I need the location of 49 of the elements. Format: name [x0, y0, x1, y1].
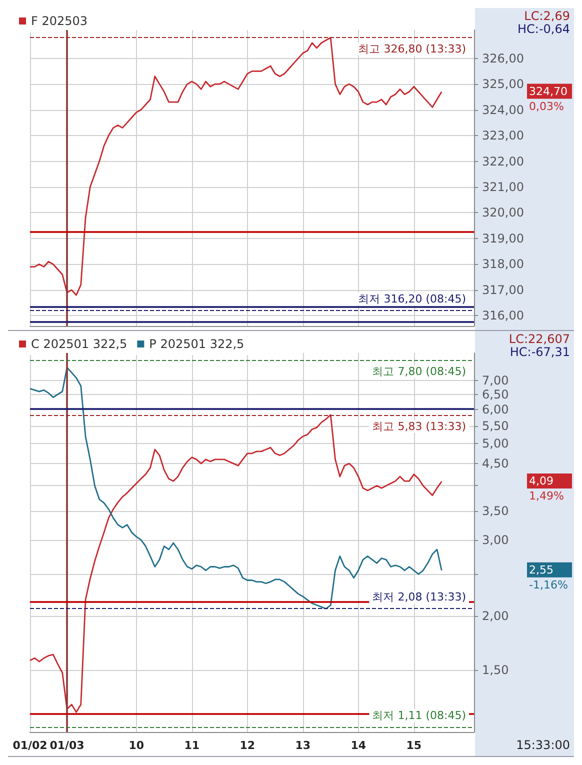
y-tick-label: 5,50 [482, 418, 509, 433]
x-tick-label: 12 [240, 739, 256, 752]
y-tick-label: 324,00 [482, 102, 524, 117]
y-tick-label: 6,50 [482, 387, 509, 402]
ref-line-label: 최고 5,83 (13:33) [372, 420, 466, 433]
y-tick-label: 318,00 [482, 257, 524, 272]
y-tick-label: 326,00 [482, 51, 524, 66]
x-tick-label: 01/03 [50, 739, 84, 752]
text: 324,70 [529, 84, 568, 98]
text: HC:-67,31 [510, 345, 570, 359]
y-tick-label: 319,00 [482, 231, 524, 246]
x-tick-label: 15 [406, 739, 422, 752]
legend-label: P 202501 322,5 [149, 337, 244, 351]
y-tick-label: 1,50 [482, 663, 509, 678]
text: 0,03% [529, 100, 564, 113]
y-tick-label: 3,50 [482, 504, 509, 518]
y-tick-label: 321,00 [482, 180, 524, 194]
x-tick-label: 10 [128, 739, 144, 752]
ref-line-label: 최고 326,80 (13:33) [358, 42, 466, 56]
text: 2,55 [529, 563, 554, 576]
text: LC:2,69 [524, 9, 570, 23]
legend-label: F 202503 [31, 14, 88, 28]
y-tick-label: 322,00 [482, 154, 524, 168]
ref-line-label: 최저 2,08 (13:33) [372, 590, 466, 604]
y-tick-label: 325,00 [482, 77, 524, 92]
y-tick-label: 320,00 [482, 206, 524, 220]
y-tick-label: 5,00 [482, 436, 509, 451]
x-tick-label: 13 [295, 739, 311, 752]
x-tick-label: 14 [350, 739, 366, 752]
ref-line-label: 최고 7,80 (08:45) [372, 365, 466, 378]
text: 15:33:00 [516, 738, 570, 752]
y-tick-label: 317,00 [482, 282, 524, 297]
text: 1,49% [529, 490, 564, 503]
x-tick-label: 11 [184, 739, 200, 752]
text: HC:-0,64 [518, 22, 570, 36]
y-tick-label: 323,00 [482, 128, 524, 143]
y-tick-label: 4,50 [482, 456, 509, 471]
y-tick-label: 3,00 [482, 532, 509, 547]
y-tick-label: 316,00 [482, 308, 524, 323]
y-tick-label: 2,00 [482, 609, 509, 624]
y-tick-label: 6,00 [482, 402, 509, 416]
text: 4,09 [529, 474, 554, 488]
text: LC:22,607 [508, 332, 570, 346]
x-tick-label: 01/02 [12, 739, 48, 752]
ref-line-label: 최저 1,11 (08:45) [372, 708, 466, 722]
legend-label: C 202501 322,5 [31, 337, 128, 351]
ref-line-label: 최저 316,20 (08:45) [358, 292, 466, 306]
y-tick-label: 7,00 [482, 373, 509, 388]
text: -1,16% [529, 578, 568, 592]
